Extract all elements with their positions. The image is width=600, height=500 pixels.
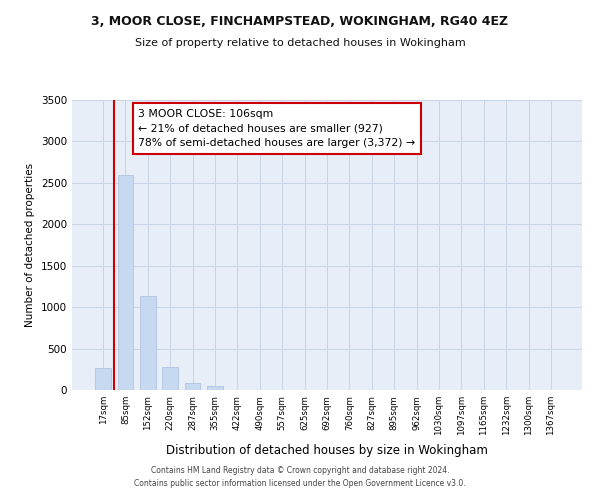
X-axis label: Distribution of detached houses by size in Wokingham: Distribution of detached houses by size … bbox=[166, 444, 488, 456]
Bar bbox=[140, 296, 155, 390]
Text: 3 MOOR CLOSE: 106sqm
← 21% of detached houses are smaller (927)
78% of semi-deta: 3 MOOR CLOSE: 106sqm ← 21% of detached h… bbox=[139, 108, 415, 148]
Text: Size of property relative to detached houses in Wokingham: Size of property relative to detached ho… bbox=[134, 38, 466, 48]
Text: 3, MOOR CLOSE, FINCHAMPSTEAD, WOKINGHAM, RG40 4EZ: 3, MOOR CLOSE, FINCHAMPSTEAD, WOKINGHAM,… bbox=[91, 15, 509, 28]
Bar bbox=[163, 367, 178, 390]
Text: Contains HM Land Registry data © Crown copyright and database right 2024.
Contai: Contains HM Land Registry data © Crown c… bbox=[134, 466, 466, 487]
Bar bbox=[95, 368, 111, 390]
Bar bbox=[185, 382, 200, 390]
Y-axis label: Number of detached properties: Number of detached properties bbox=[25, 163, 35, 327]
Bar bbox=[207, 386, 223, 390]
Bar bbox=[118, 174, 133, 390]
